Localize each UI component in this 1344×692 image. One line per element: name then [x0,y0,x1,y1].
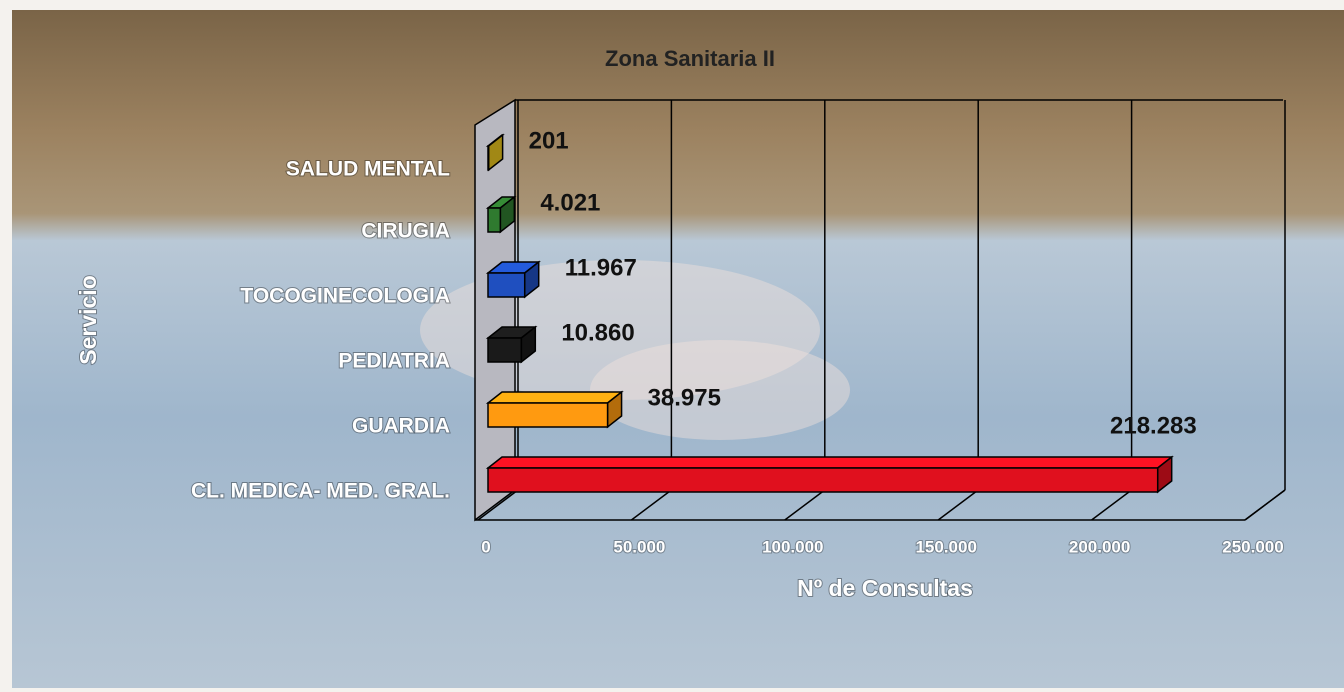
value-label: 11.967 [565,254,637,281]
value-label: 201 [529,127,569,154]
value-label: 10.860 [561,319,634,346]
x-tick-label: 200.000 [1069,537,1130,556]
x-tick-label: 50.000 [613,537,665,556]
category-label: SALUD MENTAL [286,158,450,181]
category-label: TOCOGINECOLOGIA [240,285,450,308]
bar [488,208,500,232]
x-tick-label: 100.000 [762,537,823,556]
bar [488,273,525,297]
category-label: GUARDIA [352,415,450,438]
y-axis-label: Servicio [75,275,101,365]
value-label: 218.283 [1110,412,1197,439]
value-label: 4.021 [540,189,600,216]
x-tick-label: 0 [481,537,490,556]
bar-top [488,457,1172,468]
x-tick-label: 250.000 [1222,537,1283,556]
bar [488,403,608,427]
bar [488,468,1158,492]
chart-title: Zona Sanitaria II [605,46,775,71]
category-label: CL. MEDICA- MED. GRAL. [191,480,450,503]
category-label: PEDIATRIA [338,350,450,373]
bar [488,146,489,170]
category-label: CIRUGIA [361,220,450,243]
chart: Zona Sanitaria II Nº de Consultas Servic… [0,0,1344,692]
x-tick-label: 150.000 [915,537,976,556]
bar-top [488,392,622,403]
x-axis-label: Nº de Consultas [797,575,973,601]
bar [488,338,521,362]
value-label: 38.975 [648,384,721,411]
